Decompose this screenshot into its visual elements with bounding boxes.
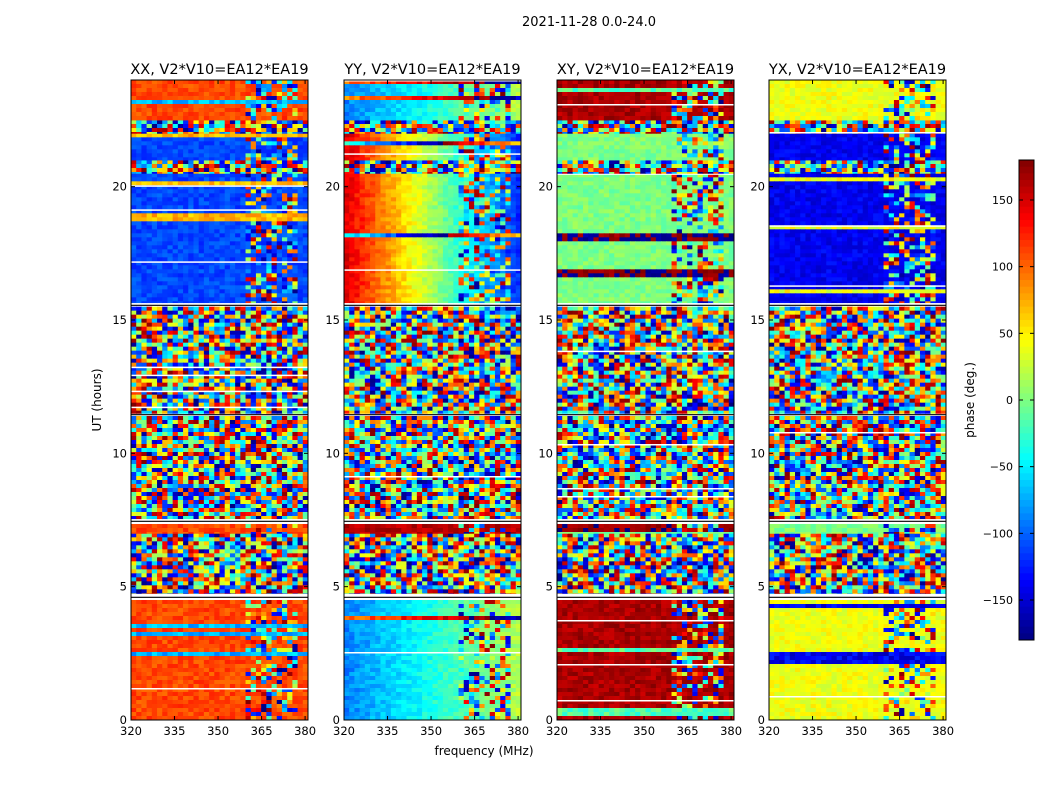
x-axis-label: frequency (MHz) — [434, 744, 533, 758]
panel-frame — [556, 79, 735, 721]
panel-frame — [768, 79, 947, 721]
panel-title: YX, V2*V10=EA12*EA19 — [768, 62, 946, 78]
x-tick-label: 380 — [507, 724, 529, 738]
y-tick-label: 10 — [538, 446, 553, 460]
x-tick-label: 365 — [889, 724, 911, 738]
x-tick-label: 335 — [377, 724, 399, 738]
x-tick-label: 335 — [164, 724, 186, 738]
x-tick-label: 350 — [420, 724, 442, 738]
y-tick-label: 10 — [325, 446, 340, 460]
y-tick-label: 15 — [325, 313, 340, 327]
panel-frame — [343, 79, 522, 721]
x-tick-label: 350 — [845, 724, 867, 738]
x-tick-label: 350 — [633, 724, 655, 738]
x-tick-label: 320 — [758, 724, 780, 738]
y-tick-label: 15 — [750, 313, 765, 327]
y-tick-label: 0 — [333, 713, 340, 727]
x-tick-label: 350 — [207, 724, 229, 738]
y-tick-label: 0 — [120, 713, 127, 727]
heatmap-image — [344, 80, 521, 720]
x-tick-label: 380 — [294, 724, 316, 738]
y-tick-label: 5 — [120, 580, 127, 594]
y-axis-label: UT (hours) — [90, 368, 104, 431]
panels: XX, V2*V10=EA12*EA19 320 335 350 365 380 0 5 10 1… — [112, 62, 954, 738]
panel-title: XX, V2*V10=EA12*EA19 — [130, 62, 308, 78]
panel-title: YY, V2*V10=EA12*EA19 — [343, 62, 520, 78]
y-tick-label: 0 — [758, 713, 765, 727]
colorbar-tick-label: 150 — [992, 194, 1013, 207]
colorbar-label: phase (deg.) — [963, 362, 977, 438]
panel-frame — [130, 79, 309, 721]
colorbar-tick-label: −50 — [990, 461, 1013, 474]
x-tick-label: 320 — [546, 724, 568, 738]
y-tick-label: 10 — [750, 446, 765, 460]
y-tick-label: 15 — [538, 313, 553, 327]
y-tick-label: 10 — [112, 446, 127, 460]
x-tick-label: 380 — [720, 724, 742, 738]
x-tick-label: 380 — [932, 724, 954, 738]
y-tick-label: 5 — [758, 580, 765, 594]
y-tick-label: 0 — [546, 713, 553, 727]
colorbar-tick-label: 50 — [999, 327, 1013, 340]
y-tick-label: 5 — [333, 580, 340, 594]
heatmap-image — [131, 80, 308, 720]
heatmap-image — [769, 80, 946, 720]
y-tick-label: 20 — [538, 180, 553, 194]
x-tick-label: 335 — [590, 724, 612, 738]
y-tick-label: 20 — [112, 180, 127, 194]
y-tick-label: 20 — [750, 180, 765, 194]
colorbar-tick-label: 0 — [1006, 394, 1013, 407]
x-tick-label: 365 — [677, 724, 699, 738]
figure-title: 2021-11-28 0.0-24.0 — [522, 15, 656, 30]
y-tick-label: 15 — [112, 313, 127, 327]
x-tick-label: 365 — [464, 724, 486, 738]
colorbar-tick-label: −100 — [983, 527, 1013, 540]
y-tick-label: 20 — [325, 180, 340, 194]
panel-1: XX, V2*V10=EA12*EA19 320 335 350 365 380 0 5 10 1… — [112, 62, 316, 738]
x-tick-label: 335 — [802, 724, 824, 738]
colorbar-tick-label: −150 — [983, 594, 1013, 607]
panel-4: YX, V2*V10=EA12*EA19 320 335 350 365 380 0 5 10 1… — [750, 62, 954, 738]
y-tick-label: 5 — [546, 580, 553, 594]
x-tick-label: 320 — [333, 724, 355, 738]
x-tick-label: 365 — [251, 724, 273, 738]
panel-3: XY, V2*V10=EA12*EA19 320 335 350 365 380 0 5 10 1… — [538, 62, 742, 738]
panel-2: YY, V2*V10=EA12*EA19 320 335 350 365 380 0 5 10 1… — [325, 62, 529, 738]
heatmap-image — [557, 80, 734, 720]
panel-title: XY, V2*V10=EA12*EA19 — [557, 62, 734, 78]
x-tick-label: 320 — [120, 724, 142, 738]
colorbar: 150 100 50 0 −50 −100 −150 phase (deg.) — [963, 159, 1035, 641]
colorbar-tick-label: 100 — [992, 261, 1013, 274]
